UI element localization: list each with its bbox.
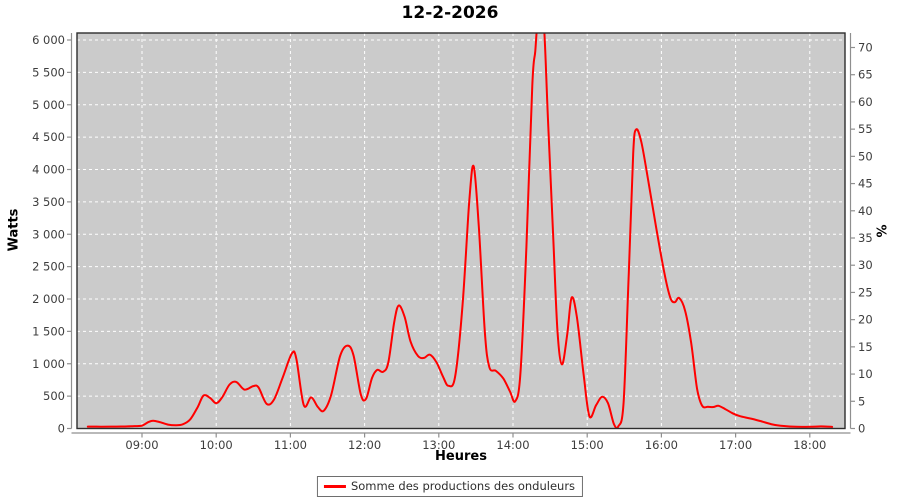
x-tick-label: 09:00 xyxy=(125,438,158,452)
legend-line-swatch xyxy=(323,485,346,488)
y-right-tick-label: 60 xyxy=(858,95,873,109)
y-left-tick-label: 2 500 xyxy=(32,260,65,274)
x-axis-label-heures: Heures xyxy=(435,449,487,464)
y-left-tick-label: 500 xyxy=(43,389,65,403)
y-left-tick-label: 4 000 xyxy=(32,163,65,177)
y-right-tick-label: 45 xyxy=(858,177,873,191)
y-right-tick-label: 20 xyxy=(858,313,873,327)
y-left-tick-label: 3 000 xyxy=(32,227,65,241)
y-right-tick-label: 50 xyxy=(858,149,873,163)
y-right-tick-label: 55 xyxy=(858,122,873,136)
y-right-tick-label: 70 xyxy=(858,41,873,55)
gridlines xyxy=(77,33,845,429)
y-axis-label-percent: % xyxy=(872,224,888,238)
y-left-tick-label: 0 xyxy=(58,422,65,436)
x-tick-label: 11:00 xyxy=(274,438,307,452)
x-tick-label: 16:00 xyxy=(645,438,678,452)
y-left-tick-label: 4 500 xyxy=(32,130,65,144)
y-right-tick-label: 40 xyxy=(858,204,873,218)
x-tick-label: 13:00 xyxy=(422,438,455,452)
y-left-tick-label: 3 500 xyxy=(32,195,65,209)
legend-series-label: Somme des productions des onduleurs xyxy=(350,479,576,493)
x-tick-label: 12:00 xyxy=(348,438,381,452)
plot-background xyxy=(77,33,845,429)
y-right-tick-label: 65 xyxy=(858,68,873,82)
y-left-tick-label: 2 000 xyxy=(32,292,65,306)
y-axis-label-watts: Watts xyxy=(6,208,22,252)
x-tick-label: 15:00 xyxy=(571,438,604,452)
y-right-tick-label: 25 xyxy=(858,285,873,299)
series-line xyxy=(86,33,834,429)
y-left-tick-label: 5 500 xyxy=(32,65,65,79)
y-right-tick-label: 5 xyxy=(858,394,865,408)
y-left-tick-label: 1 500 xyxy=(32,324,65,338)
x-tick-label: 18:00 xyxy=(793,438,826,452)
y-right-tick-label: 0 xyxy=(858,422,865,436)
y-left-tick-label: 5 000 xyxy=(32,98,65,112)
plot-border xyxy=(76,32,846,430)
y-right-tick-label: 10 xyxy=(858,367,873,381)
y-left-tick-label: 1 000 xyxy=(32,357,65,371)
y-right-tick-label: 35 xyxy=(858,231,873,245)
chart-title: 12-2-2026 xyxy=(401,3,499,23)
x-tick-label: 17:00 xyxy=(719,438,752,452)
y-right-tick-label: 15 xyxy=(858,340,873,354)
y-left-tick-label: 6 000 xyxy=(32,33,65,47)
legend: Somme des productions des onduleurs xyxy=(316,476,584,497)
y-right-tick-label: 30 xyxy=(858,258,873,272)
x-tick-label: 14:00 xyxy=(496,438,529,452)
axis-lines xyxy=(67,33,855,438)
x-tick-label: 10:00 xyxy=(200,438,233,452)
